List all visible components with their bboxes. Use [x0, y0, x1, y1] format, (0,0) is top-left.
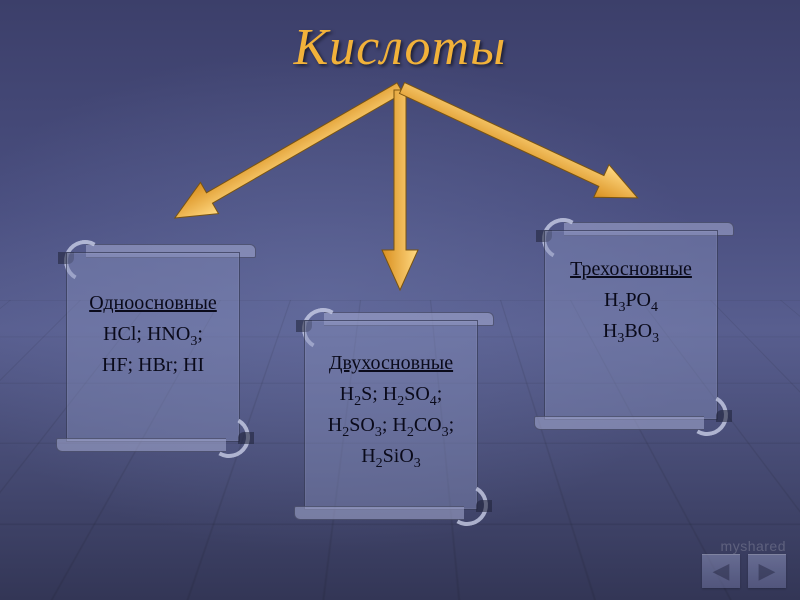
- chevron-right-icon: ▶: [759, 558, 776, 584]
- chevron-left-icon: ◀: [713, 558, 730, 584]
- watermark: myshared: [721, 538, 786, 554]
- scroll-content: Одноосновные HCl; HNO3;HF; HBr; HI: [68, 290, 238, 422]
- slide-stage: Кислоты Одноосновные HCl; HNO3;HF; H: [0, 0, 800, 600]
- scroll-tribasic: Трехосновные H3PO4H3BO3: [534, 210, 734, 440]
- scroll-dibasic: Двухосновные H2S; H2SO4;H2SO3; H2CO3;H2S…: [294, 300, 494, 530]
- scroll-heading: Двухосновные: [306, 350, 476, 377]
- next-button[interactable]: ▶: [748, 554, 786, 588]
- scroll-heading: Трехосновные: [546, 256, 716, 283]
- scroll-content: Трехосновные H3PO4H3BO3: [546, 256, 716, 400]
- scroll-curl-bottom: [210, 418, 256, 464]
- scroll-botbar: [534, 416, 704, 430]
- scroll-curl-bottom: [448, 486, 494, 532]
- scroll-formulas: H2S; H2SO4;H2SO3; H2CO3;H2SiO3: [306, 381, 476, 474]
- scroll-formulas: H3PO4H3BO3: [546, 287, 716, 349]
- scroll-heading: Одноосновные: [68, 290, 238, 317]
- slide-nav: ◀ ▶: [702, 554, 786, 588]
- scroll-monobasic: Одноосновные HCl; HNO3;HF; HBr; HI: [56, 232, 256, 462]
- scroll-formulas: HCl; HNO3;HF; HBr; HI: [68, 321, 238, 379]
- scroll-curl-bottom: [688, 396, 734, 442]
- slide-title: Кислоты: [0, 18, 800, 77]
- scroll-botbar: [294, 506, 464, 520]
- scroll-content: Двухосновные H2S; H2SO4;H2SO3; H2CO3;H2S…: [306, 350, 476, 490]
- scroll-botbar: [56, 438, 226, 452]
- prev-button[interactable]: ◀: [702, 554, 740, 588]
